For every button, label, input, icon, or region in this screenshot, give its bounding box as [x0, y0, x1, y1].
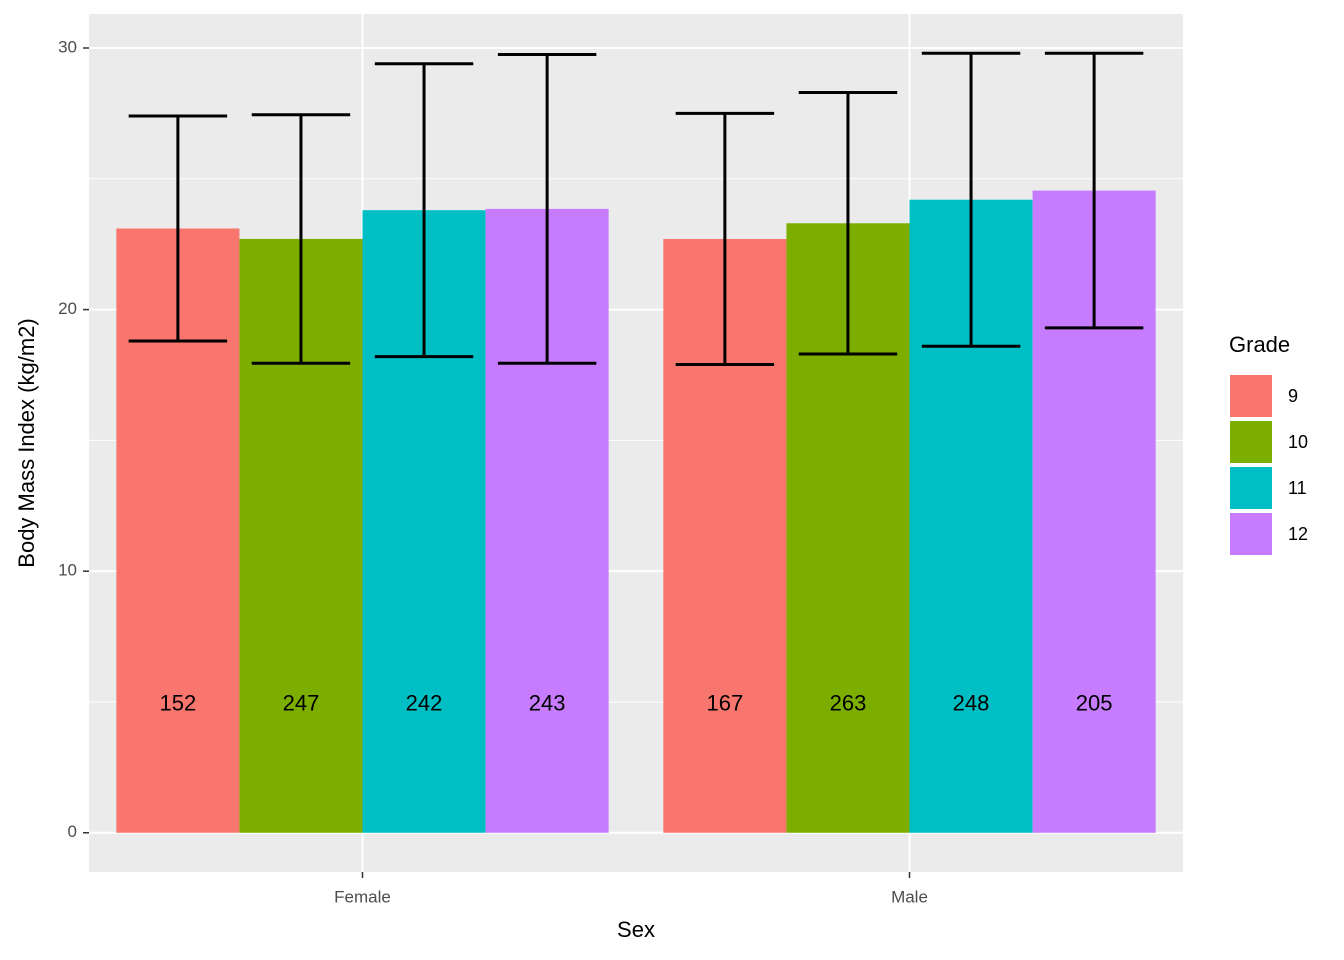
count-label: 167 [707, 691, 744, 716]
y-tick-label: 30 [58, 37, 77, 56]
count-label: 243 [529, 691, 566, 716]
x-axis-title: Sex [617, 917, 655, 942]
error-bar [798, 90, 898, 356]
y-axis-title: Body Mass Index (kg/m2) [14, 318, 39, 567]
legend-label: 12 [1288, 524, 1308, 544]
error-bar [374, 62, 474, 359]
y-tick-label: 0 [68, 822, 77, 841]
legend-label: 10 [1288, 432, 1308, 452]
legend-label: 9 [1288, 386, 1298, 406]
error-bar [1044, 51, 1144, 330]
count-label: 248 [953, 691, 990, 716]
count-label: 263 [830, 691, 867, 716]
x-tick-label: Female [334, 887, 391, 906]
legend-key [1228, 419, 1274, 465]
legend-key [1228, 373, 1274, 419]
legend-title: Grade [1229, 332, 1290, 357]
error-bar [675, 111, 775, 367]
error-bar [128, 114, 228, 343]
y-tick-label: 20 [58, 299, 77, 318]
error-bar [251, 113, 351, 365]
count-label: 152 [160, 691, 197, 716]
count-label: 205 [1076, 691, 1113, 716]
legend-label: 11 [1288, 478, 1307, 498]
error-bar [921, 51, 1021, 348]
count-label: 242 [406, 691, 443, 716]
x-tick-label: Male [891, 887, 928, 906]
y-tick-label: 10 [58, 561, 77, 580]
legend-key [1228, 511, 1274, 557]
legend-key [1228, 465, 1274, 511]
error-bar [497, 53, 597, 365]
count-label: 247 [283, 691, 320, 716]
